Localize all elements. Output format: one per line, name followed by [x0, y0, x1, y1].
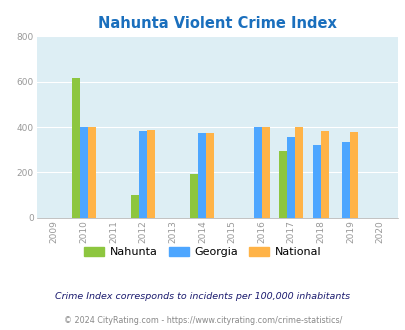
Title: Nahunta Violent Crime Index: Nahunta Violent Crime Index [98, 16, 336, 31]
Bar [139, 131, 147, 218]
Bar [206, 133, 214, 218]
Bar [312, 145, 320, 218]
Bar [131, 195, 139, 218]
Bar [72, 78, 80, 218]
Bar [350, 132, 358, 218]
Bar [287, 137, 294, 218]
Bar [88, 127, 96, 218]
Bar [147, 130, 155, 218]
Legend: Nahunta, Georgia, National: Nahunta, Georgia, National [80, 242, 325, 262]
Bar [294, 127, 303, 218]
Bar [342, 142, 350, 218]
Bar [190, 174, 198, 218]
Bar [320, 131, 328, 218]
Bar [198, 133, 206, 218]
Bar [279, 151, 287, 218]
Bar [253, 127, 261, 218]
Bar [261, 127, 269, 218]
Bar [80, 127, 88, 218]
Text: © 2024 CityRating.com - https://www.cityrating.com/crime-statistics/: © 2024 CityRating.com - https://www.city… [64, 316, 341, 325]
Text: Crime Index corresponds to incidents per 100,000 inhabitants: Crime Index corresponds to incidents per… [55, 292, 350, 301]
